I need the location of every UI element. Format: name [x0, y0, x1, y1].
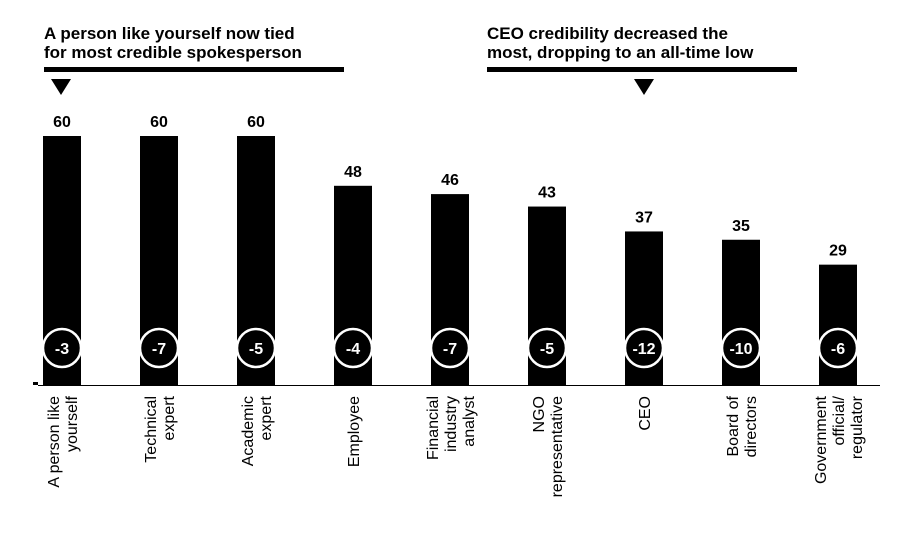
change-label-4: -7	[443, 341, 457, 358]
category-label-6-line-0: CEO	[637, 396, 654, 431]
category-label-3-line-0: Employee	[346, 396, 363, 467]
callout-left-line-2: for most credible spokesperson	[44, 43, 302, 62]
category-label-1-line-0: Technical	[143, 396, 160, 463]
change-badge-8	[817, 327, 859, 369]
category-label-4-line-2: analyst	[461, 395, 478, 446]
category-label-1-line-1: expert	[161, 395, 178, 440]
change-label-8: -6	[831, 341, 845, 358]
category-label-2-line-0: Academic	[240, 396, 257, 466]
category-label-7-line-0: Board of	[725, 395, 742, 456]
value-label-8: 29	[829, 243, 847, 260]
value-label-4: 46	[441, 172, 459, 189]
change-badge-3	[332, 327, 374, 369]
change-badge-2	[235, 327, 277, 369]
change-label-7: -10	[729, 341, 752, 358]
category-label-8-line-0: Government	[813, 395, 830, 484]
callout-left-pointer	[51, 79, 71, 95]
change-badge-7	[720, 327, 762, 369]
change-label-5: -5	[540, 341, 554, 358]
value-label-1: 60	[150, 114, 168, 131]
change-badge-1	[138, 327, 180, 369]
x-axis-tick	[33, 382, 38, 385]
callout-right-pointer	[634, 79, 654, 95]
change-label-3: -4	[346, 341, 360, 358]
value-label-0: 60	[53, 114, 71, 131]
category-label-7-line-1: directors	[743, 396, 760, 457]
change-badge-5	[526, 327, 568, 369]
callout-right: CEO credibility decreased the most, drop…	[487, 24, 753, 62]
change-badge-4	[429, 327, 471, 369]
category-label-8-line-2: regulator	[849, 395, 866, 459]
value-label-7: 35	[732, 218, 750, 235]
change-badge-0	[41, 327, 83, 369]
change-badge-6	[623, 327, 665, 369]
category-label-5-line-1: representative	[549, 396, 566, 497]
value-label-6: 37	[635, 209, 653, 226]
value-label-3: 48	[344, 164, 362, 181]
category-label-4-line-0: Financial	[425, 396, 442, 460]
category-label-8-line-1: official/	[831, 395, 848, 445]
callout-right-rule	[487, 67, 797, 72]
category-label-5-line-0: NGO	[531, 396, 548, 432]
change-label-0: -3	[55, 341, 69, 358]
category-label-4-line-1: industry	[443, 396, 460, 452]
callout-right-line-1: CEO credibility decreased the	[487, 24, 728, 43]
change-label-6: -12	[632, 341, 655, 358]
category-label-0-line-0: A person like	[46, 396, 63, 488]
category-label-0-line-1: yourself	[64, 395, 81, 452]
value-label-2: 60	[247, 114, 265, 131]
category-label-2-line-1: expert	[258, 395, 275, 440]
callout-right-line-2: most, dropping to an all-time low	[487, 43, 754, 62]
callout-left-line-1: A person like yourself now tied	[44, 24, 295, 43]
callout-left-rule	[44, 67, 344, 72]
value-label-5: 43	[538, 185, 556, 202]
change-label-2: -5	[249, 341, 263, 358]
callout-left: A person like yourself now tied for most…	[44, 24, 302, 62]
change-label-1: -7	[152, 341, 166, 358]
